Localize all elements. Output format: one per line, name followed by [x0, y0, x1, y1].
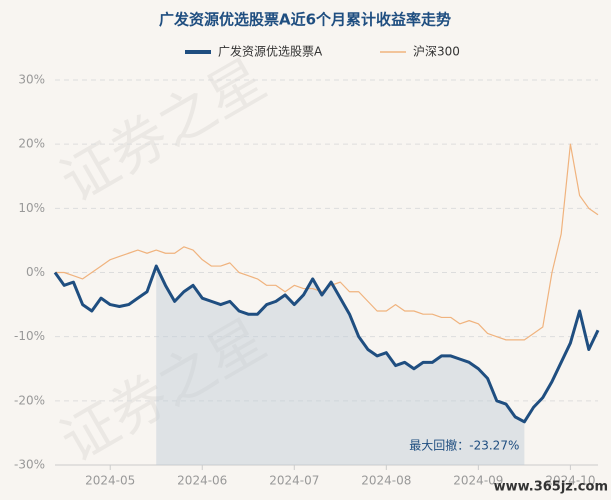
x-tick-label: 2024-05: [85, 474, 135, 488]
y-tick-label: -20%: [14, 393, 45, 407]
y-tick-label: -10%: [14, 329, 45, 343]
y-tick-label: 20%: [18, 137, 45, 151]
y-tick-label: 30%: [18, 73, 45, 87]
x-tick-label: 2024-10: [545, 474, 595, 488]
x-tick-label: 2024-07: [269, 474, 319, 488]
drawdown-area: [156, 266, 525, 465]
site-mark: www.365jz.com: [494, 480, 608, 495]
series-line: [53, 264, 600, 424]
x-tick-label: 2024-08: [361, 474, 411, 488]
x-tick-label: 2024-09: [453, 474, 503, 488]
y-tick-label: -30%: [14, 458, 45, 472]
chart-title: 广发资源优选股票A近6个月累计收益率走势: [159, 11, 451, 29]
legend-label: 广发资源优选股票A: [218, 44, 323, 59]
x-tick-label: 2024-06: [177, 474, 227, 488]
y-tick-label: 0%: [26, 265, 45, 279]
legend-label: 沪深300: [413, 45, 460, 59]
drawdown-label: 最大回撤：-23.27%: [409, 437, 519, 452]
y-tick-label: 10%: [18, 201, 45, 215]
